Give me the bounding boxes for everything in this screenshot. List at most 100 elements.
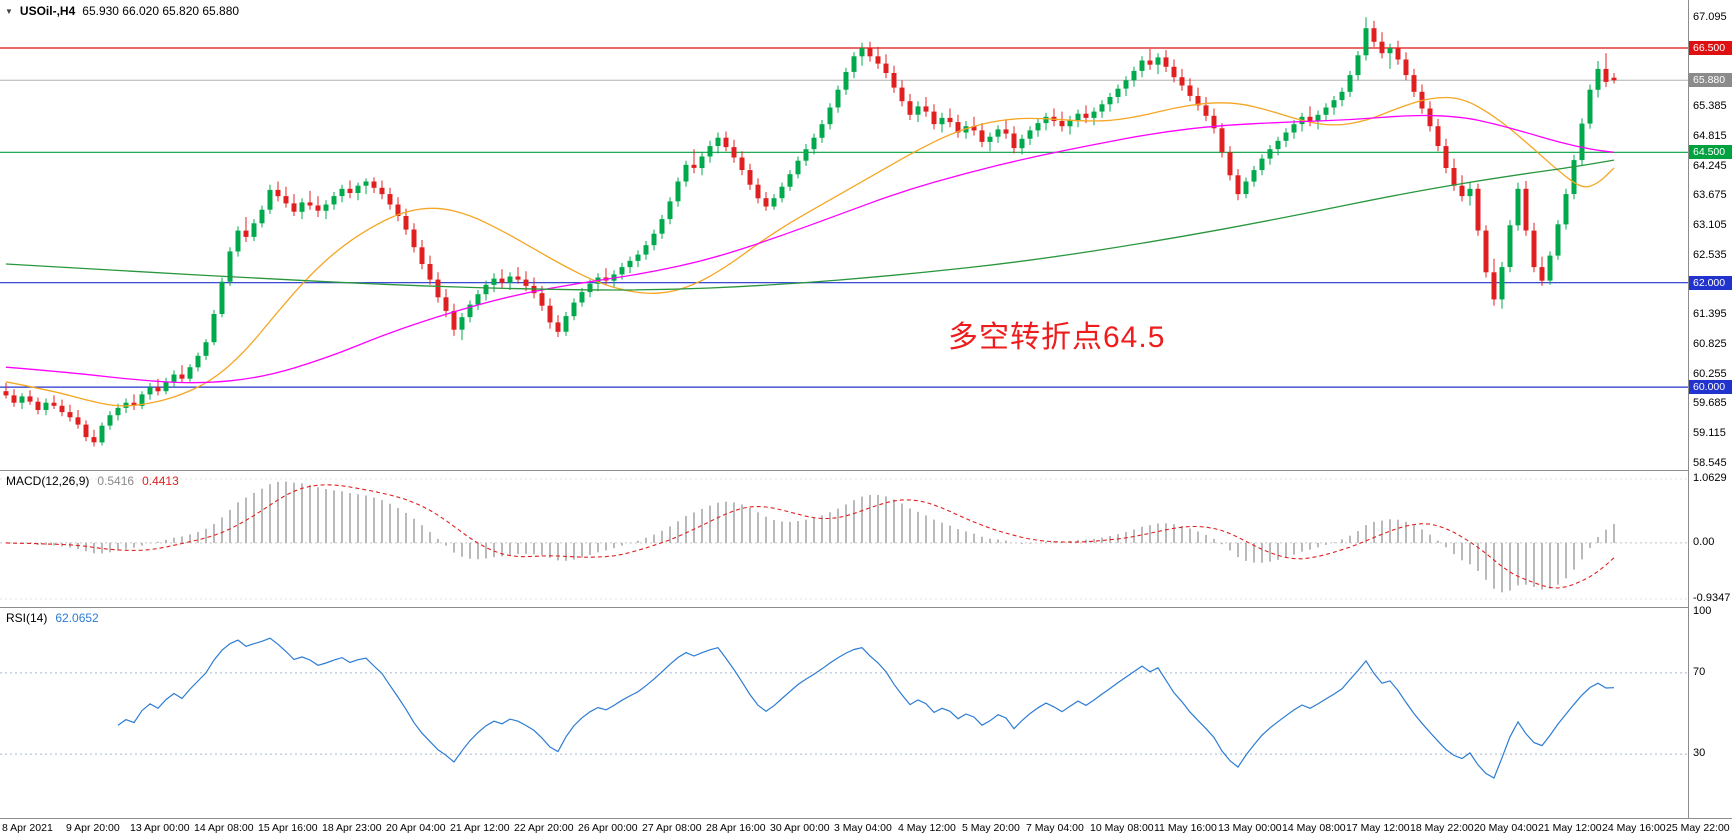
candle-body [947,117,953,123]
price-tick-label: 59.685 [1693,397,1727,410]
price-badge: 65.880 [1689,73,1732,88]
candle-body [1107,97,1113,105]
candle-body [1555,224,1561,256]
candle-body [907,101,913,115]
candle-body [19,396,25,403]
candle-body [571,302,577,317]
candle-body [467,304,473,318]
candle-body [1379,41,1385,54]
candle-body [1275,140,1281,150]
candle-body [267,189,273,210]
rsi-value: 62.0652 [55,611,99,625]
time-label: 7 May 04:00 [1026,822,1084,834]
candle-body [27,396,33,402]
macd-axis-label: 0.00 [1693,535,1715,548]
candle-body [331,196,337,205]
time-label: 24 May 16:00 [1602,822,1666,834]
candle-body [931,111,937,125]
candle-body [1067,120,1073,127]
rsi-name: RSI(14) [6,611,48,625]
candle-body [507,276,513,283]
candle-body [659,219,665,234]
price-badge: 64.500 [1689,145,1732,160]
candle-body [955,122,961,133]
candle-body [1091,111,1097,118]
time-label: 18 Apr 23:00 [322,822,382,834]
candle-body [683,164,689,182]
time-axis[interactable]: 8 Apr 2021 9 Apr 20:00 13 Apr 00:00 14 Apr … [0,818,1732,835]
macd-canvas [0,478,1689,600]
candle-body [899,87,905,102]
candle-body [251,223,257,237]
candle-body [875,56,881,64]
candle-body [1307,116,1313,121]
candle-body [1011,133,1017,149]
macd-panel[interactable]: MACD(12,26,9) 0.5416 0.4413 [0,470,1689,607]
macd-signal-line [5,484,1615,589]
price-tick-label: 63.105 [1693,219,1727,232]
time-label: 28 Apr 16:00 [706,822,766,834]
candle-body [1251,170,1257,182]
candle-body [563,316,569,332]
candle-body [851,56,857,72]
candle-body [419,247,425,264]
candle-body [75,417,81,425]
candle-body [451,310,457,330]
time-label: 20 Apr 04:00 [386,822,446,834]
rsi-panel[interactable]: RSI(14) 62.0652 [0,607,1689,818]
time-label: 3 May 04:00 [834,822,892,834]
candle-body [539,293,545,306]
candle-body [1131,70,1137,81]
candle-body [443,297,449,311]
candle-body [459,317,465,330]
candle-body [859,48,865,57]
time-label: 14 Apr 08:00 [194,822,254,834]
candle-body [1003,129,1009,134]
candle-body [523,279,529,286]
candle-body [67,412,73,418]
time-label: 18 May 22:00 [1410,822,1474,834]
time-label: 21 Apr 12:00 [450,822,510,834]
price-tick-label: 67.095 [1693,10,1727,23]
candle-body [1027,130,1033,139]
candle-body [587,283,593,293]
candle-body [1227,152,1233,176]
candle-body [923,106,929,112]
macd-label: MACD(12,26,9) 0.5416 0.4413 [6,474,179,488]
candle-body [363,181,369,186]
price-badge: 62.000 [1689,275,1732,290]
candle-body [1019,138,1025,149]
main-chart-panel[interactable]: ▼ USOil-,H4 65.930 66.020 65.820 65.880 … [0,0,1689,470]
candle-body [747,170,753,185]
candle-body [59,405,65,413]
candle-body [1483,230,1489,273]
chart-title: ▼ USOil-,H4 65.930 66.020 65.820 65.880 [5,4,239,18]
candle-body [99,425,105,443]
time-label: 13 May 00:00 [1218,822,1282,834]
candle-body [403,216,409,230]
macd-axis-label: 1.0629 [1693,472,1727,484]
candle-body [1267,149,1273,159]
candle-body [91,437,97,443]
candle-body [1179,77,1185,86]
candle-body [1499,267,1505,300]
ohlc-values: 65.930 66.020 65.820 65.880 [82,4,240,18]
candle-body [779,186,785,199]
candle-body [547,305,553,323]
candle-body [755,184,761,199]
candle-body [147,387,153,395]
time-label: 15 Apr 16:00 [258,822,318,834]
candle-body [1315,114,1321,122]
candle-body [1451,168,1457,186]
candle-body [1243,181,1249,194]
candle-body [627,260,633,268]
price-axis[interactable]: 67.095 65.385 64.815 64.245 63.675 63.105 62.5… [1689,0,1732,818]
price-tick-label: 64.815 [1693,129,1727,142]
candle-body [1323,107,1329,115]
one-click-trading-toggle[interactable]: ▼ [5,6,13,16]
candle-body [35,401,41,410]
candle-body [1523,188,1529,231]
price-tick-label: 60.825 [1693,338,1727,351]
candle-body [219,281,225,314]
candle-body [579,292,585,303]
